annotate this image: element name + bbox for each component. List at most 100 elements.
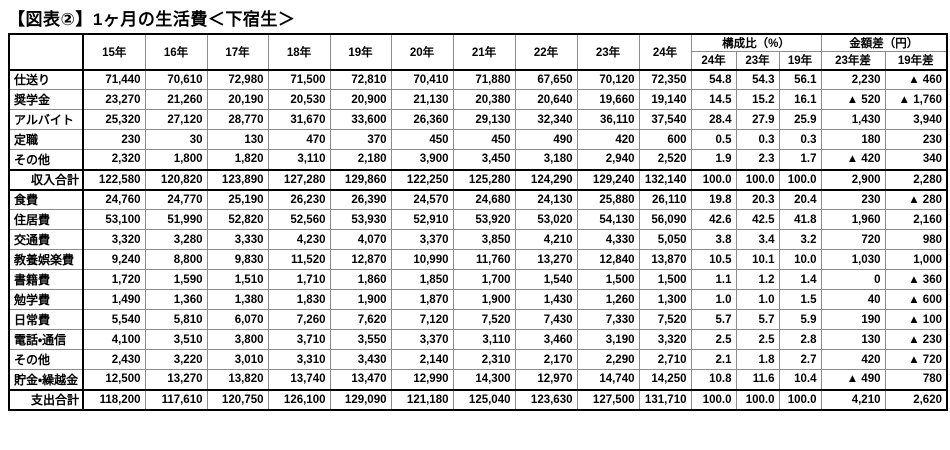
year-cell: 25,320 <box>82 109 146 130</box>
ratio-cell: 10.5 <box>690 249 737 270</box>
year-cell: 3,850 <box>452 229 516 250</box>
diff-cell: ▲ 360 <box>884 269 948 290</box>
year-cell: 3,110 <box>267 149 331 170</box>
year-cell: 53,020 <box>514 209 578 230</box>
year-cell: 26,110 <box>638 189 692 210</box>
year-cell: 3,220 <box>144 349 208 370</box>
year-cell: 3,370 <box>390 229 454 250</box>
year-cell: 13,270 <box>514 249 578 270</box>
table-row: アルバイト 25,320 27,120 28,770 31,670 33,600 26,36… <box>8 109 948 130</box>
year-cell: 125,280 <box>452 168 516 191</box>
ratio-cell: 28.4 <box>690 109 737 130</box>
year-cell: 10,990 <box>390 249 454 270</box>
year-cell: 12,840 <box>576 249 640 270</box>
year-cell: 3,110 <box>452 329 516 350</box>
ratio-cell: 1.0 <box>690 289 737 310</box>
diff-cell: ▲ 100 <box>884 309 948 330</box>
year-cell: 1,430 <box>514 289 578 310</box>
year-cell: 600 <box>638 129 692 150</box>
year-cell: 12,970 <box>514 369 578 390</box>
year-cell: 7,330 <box>576 309 640 330</box>
year-cell: 124,290 <box>514 168 578 191</box>
year-cell: 370 <box>329 129 392 150</box>
year-cell: 5,810 <box>144 309 208 330</box>
diff-cell: 230 <box>884 129 948 150</box>
year-cell: 3,370 <box>390 329 454 350</box>
year-cell: 3,190 <box>576 329 640 350</box>
year-cell: 125,040 <box>452 388 516 411</box>
year-column-header: 21年 <box>452 33 516 71</box>
year-cell: 11,520 <box>267 249 331 270</box>
ratio-cell: 54.3 <box>735 69 780 90</box>
year-cell: 14,740 <box>576 369 640 390</box>
year-cell: 9,240 <box>82 249 146 270</box>
year-cell: 2,310 <box>452 349 516 370</box>
year-cell: 13,820 <box>206 369 269 390</box>
table-row: 電話・通信 4,100 3,510 3,800 3,710 3,550 3,370 3,110… <box>8 329 948 350</box>
ratio-cell: 100.0 <box>778 388 822 411</box>
year-cell: 420 <box>576 129 640 150</box>
ratio-cell: 2.3 <box>735 149 780 170</box>
year-cell: 1,300 <box>638 289 692 310</box>
ratio-cell: 3.8 <box>690 229 737 250</box>
year-cell: 1,900 <box>452 289 516 310</box>
row-label: 電話・通信 <box>8 329 84 350</box>
year-cell: 30 <box>144 129 208 150</box>
ratio-cell: 11.6 <box>735 369 780 390</box>
ratio-cell: 100.0 <box>690 388 737 411</box>
year-cell: 13,740 <box>267 369 331 390</box>
year-cell: 70,120 <box>576 69 640 90</box>
year-cell: 11,760 <box>452 249 516 270</box>
table-row: 日常費 5,540 5,810 6,070 7,260 7,620 7,120 7,520 7,… <box>8 309 948 330</box>
ratio-cell: 0.5 <box>690 129 737 150</box>
figure-title: 【図表②】1ヶ月の生活費＜下宿生＞ <box>8 10 296 29</box>
ratio-cell: 5.7 <box>735 309 780 330</box>
year-cell: 3,460 <box>514 329 578 350</box>
diff-cell: 2,620 <box>884 388 948 411</box>
year-cell: 24,680 <box>452 189 516 210</box>
year-cell: 12,500 <box>82 369 146 390</box>
ratio-cell: 10.0 <box>778 249 822 270</box>
corner-cell <box>8 33 84 71</box>
year-cell: 25,190 <box>206 189 269 210</box>
year-cell: 7,620 <box>329 309 392 330</box>
year-cell: 118,200 <box>82 388 146 411</box>
ratio-cell: 10.8 <box>690 369 737 390</box>
year-cell: 27,120 <box>144 109 208 130</box>
year-cell: 53,100 <box>82 209 146 230</box>
row-label: 教養娯楽費 <box>8 249 84 270</box>
row-label: 仕送り <box>8 69 84 90</box>
row-label: 食費 <box>8 189 84 210</box>
ratio-cell: 1.0 <box>735 289 780 310</box>
diff-cell: 2,160 <box>884 209 948 230</box>
diff-cell: 0 <box>820 269 886 290</box>
year-cell: 5,050 <box>638 229 692 250</box>
year-cell: 490 <box>514 129 578 150</box>
ratio-cell: 56.1 <box>778 69 822 90</box>
year-cell: 2,290 <box>576 349 640 370</box>
year-cell: 2,940 <box>576 149 640 170</box>
year-cell: 7,520 <box>638 309 692 330</box>
year-column-header: 15年 <box>82 33 146 71</box>
year-cell: 32,340 <box>514 109 578 130</box>
year-cell: 4,100 <box>82 329 146 350</box>
year-cell: 26,360 <box>390 109 454 130</box>
year-column-header: 19年 <box>329 33 392 71</box>
group-header: 構成比（%） <box>690 33 822 52</box>
diff-cell: ▲ 230 <box>884 329 948 350</box>
diff-cell: 230 <box>820 189 886 210</box>
diff-cell: 1,030 <box>820 249 886 270</box>
year-cell: 13,270 <box>144 369 208 390</box>
year-cell: 3,800 <box>206 329 269 350</box>
year-cell: 71,440 <box>82 69 146 90</box>
row-label: 貯金・繰越金 <box>8 369 84 390</box>
year-cell: 23,270 <box>82 89 146 110</box>
year-cell: 24,770 <box>144 189 208 210</box>
diff-cell: ▲ 420 <box>820 149 886 170</box>
diff-cell: 780 <box>884 369 948 390</box>
row-label: 勉学費 <box>8 289 84 310</box>
year-cell: 71,880 <box>452 69 516 90</box>
year-cell: 450 <box>452 129 516 150</box>
year-cell: 2,710 <box>638 349 692 370</box>
diff-cell: ▲ 280 <box>884 189 948 210</box>
